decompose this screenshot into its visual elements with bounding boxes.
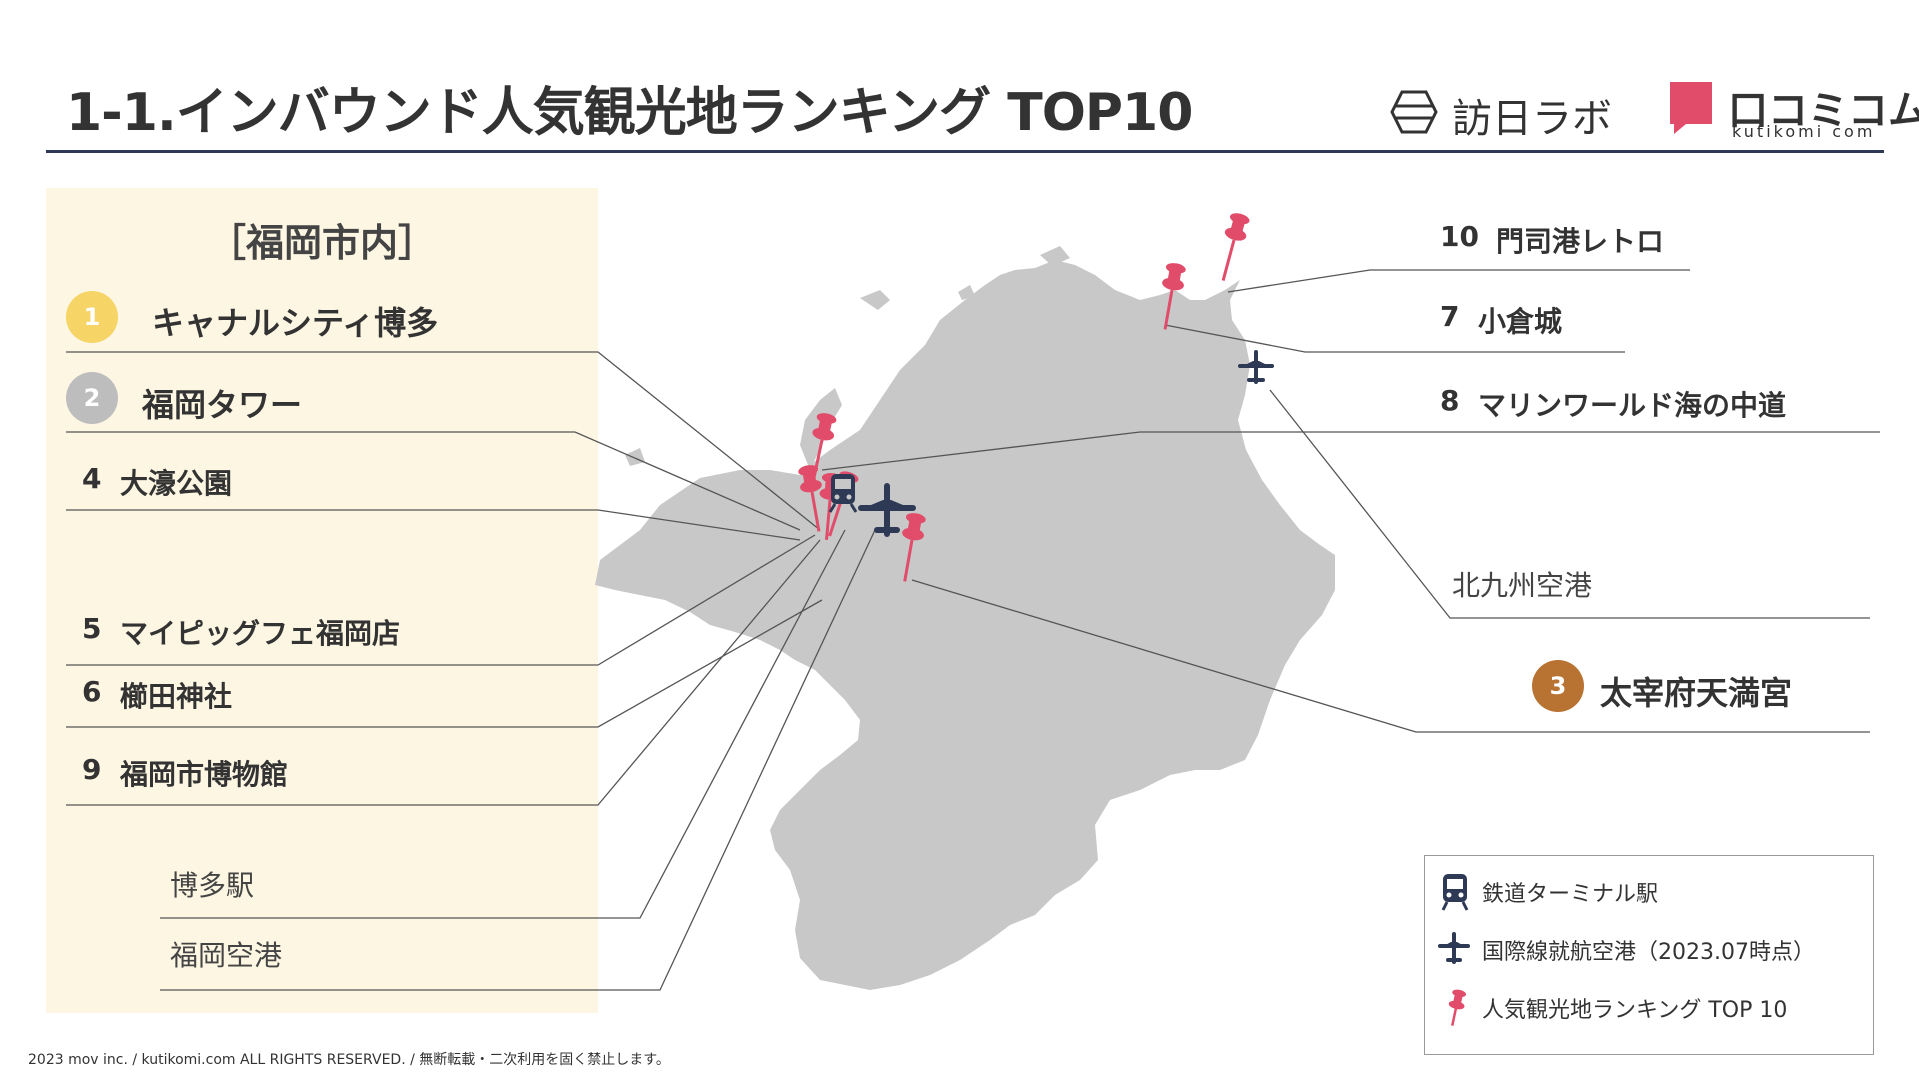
pushpin-icon xyxy=(1448,989,1467,1026)
rank-3-badge: 3 xyxy=(1532,660,1584,712)
speech-bubble-logo-icon xyxy=(1670,82,1712,134)
kuchikomi-logo: 口コミコム kutikomi com xyxy=(1666,80,1919,141)
hexagon-logo-icon xyxy=(1390,90,1438,134)
island-4 xyxy=(625,448,645,466)
ohori-park-label: 大濠公園 xyxy=(120,467,233,500)
pushpin-icon-city-cluster-1 xyxy=(798,465,822,532)
leader-mojiko-retro xyxy=(1227,269,1690,293)
rank-5-number: 5 xyxy=(82,612,102,645)
leader-kitakyushu-airport xyxy=(1269,389,1870,619)
leader-ohori-park xyxy=(66,509,801,541)
rank-4-number: 4 xyxy=(82,462,102,495)
leader-fukuoka-museum xyxy=(66,539,821,806)
fukuoka-prefecture-land xyxy=(595,260,1335,990)
fukuoka-city-panel xyxy=(46,188,598,1013)
rank-10-number: 10 xyxy=(1440,220,1479,253)
dazaifu-label: 太宰府天満宮 xyxy=(1600,674,1793,712)
kushida-shrine-label: 櫛田神社 xyxy=(120,680,233,713)
legend-pin-label: 人気観光地ランキング TOP 10 xyxy=(1482,998,1788,1023)
pushpin-icon-dazaifu xyxy=(902,513,926,582)
logo-labo-text: 訪日ラボ xyxy=(1452,96,1612,142)
rank-6-number: 6 xyxy=(82,675,102,708)
island-2 xyxy=(1040,246,1070,266)
rank-2-number: 2 xyxy=(83,384,101,412)
leader-kokura-castle xyxy=(1164,324,1625,353)
logo-kuchikomi-subtext: kutikomi com xyxy=(1732,122,1876,141)
airplane-icon-fukuoka xyxy=(858,483,916,537)
hojin-labo-logo: 訪日ラボ xyxy=(1390,86,1630,142)
rank-9-number: 9 xyxy=(82,753,102,786)
leader-mypig-cafe xyxy=(66,534,816,666)
pushpin-icon-mojiko xyxy=(1221,213,1250,281)
leader-fukuoka-tower xyxy=(66,431,801,531)
pushpin-icon-marine-world xyxy=(812,413,837,480)
leader-marine-world xyxy=(821,431,1880,471)
rank-7-number: 7 xyxy=(1440,300,1460,333)
panel-heading: ［福岡市内］ xyxy=(207,221,436,265)
fukuoka-museum-label: 福岡市博物館 xyxy=(120,758,289,791)
legend-train-label: 鉄道ターミナル駅 xyxy=(1482,882,1659,907)
title-underline xyxy=(46,150,1884,153)
train-icon xyxy=(1441,874,1469,911)
leader-fukuoka-airport xyxy=(160,529,876,991)
map-legend xyxy=(1424,855,1874,1055)
leader-dazaifu xyxy=(911,579,1870,733)
island-1 xyxy=(860,290,890,310)
rank-3-number: 3 xyxy=(1549,672,1567,700)
hakata-station-label: 博多駅 xyxy=(170,869,255,902)
leader-canal-city xyxy=(66,351,821,531)
kitakyushu-airport-label: 北九州空港 xyxy=(1452,569,1593,602)
canal-city-label: キャナルシティ博多 xyxy=(152,304,439,342)
logo-kuchikomi-text: 口コミコム xyxy=(1728,88,1919,134)
pushpin-icon-kokura xyxy=(1162,263,1186,330)
marine-world-label: マリンワールド海の中道 xyxy=(1478,389,1787,422)
legend-airplane-label: 国際線就航空港（2023.07時点） xyxy=(1482,940,1815,965)
leader-kushida-shrine xyxy=(66,599,823,728)
airplane-icon xyxy=(1438,932,1470,964)
rank-1-number: 1 xyxy=(83,303,101,331)
airplane-icon-kitakyushu xyxy=(1238,350,1274,384)
fukuoka-airport-label: 福岡空港 xyxy=(170,939,283,972)
train-icon-hakata xyxy=(828,474,858,513)
fukuoka-tower-label: 福岡タワー xyxy=(142,386,303,424)
rank-1-badge: 1 xyxy=(66,291,118,343)
leader-lines xyxy=(66,269,1880,991)
mojiko-retro-label: 門司港レトロ xyxy=(1496,225,1665,258)
rank-2-badge: 2 xyxy=(66,372,118,424)
page-title: 1-1.インバウンド人気観光地ランキング TOP10 xyxy=(66,83,1193,143)
mypig-cafe-label: マイピッグフェ福岡店 xyxy=(120,617,401,650)
copyright-footer: 2023 mov inc. / kutikomi.com ALL RIGHTS … xyxy=(28,1052,670,1068)
island-3 xyxy=(958,285,975,300)
leader-hakata-station xyxy=(160,529,846,919)
rank-8-number: 8 xyxy=(1440,384,1460,417)
kokura-castle-label: 小倉城 xyxy=(1478,305,1563,338)
